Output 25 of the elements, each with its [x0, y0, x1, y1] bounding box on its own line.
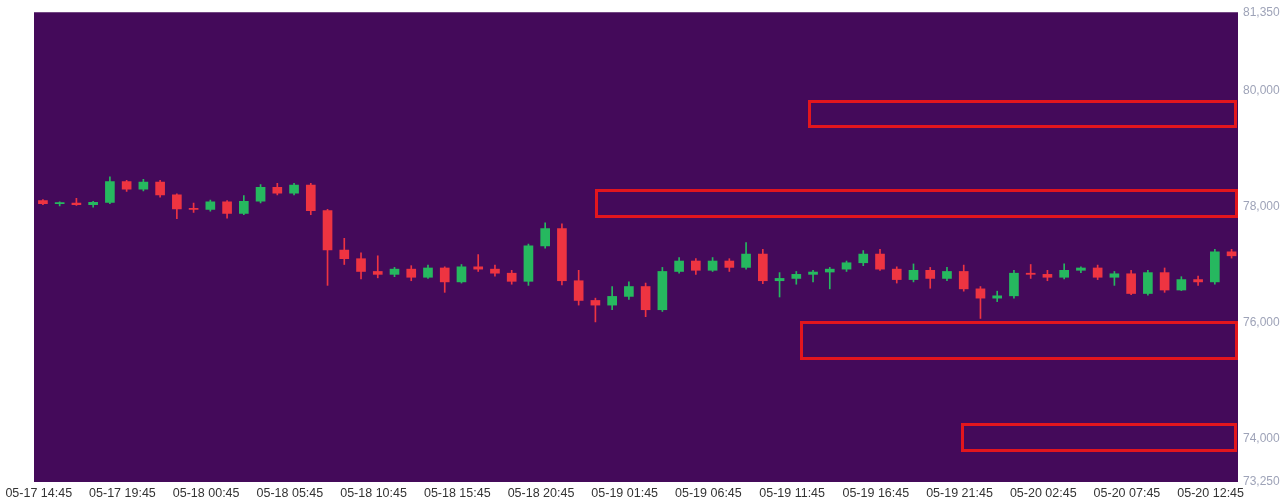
x-tick-label: 05-18 00:45: [172, 485, 240, 500]
x-tick-label: 05-17 14:45: [5, 485, 73, 500]
candlestick: [808, 269, 818, 283]
x-tick-label: 05-18 10:45: [340, 485, 407, 500]
y-tick-label: 81,350: [1243, 4, 1280, 19]
x-tick-label: 05-20 12:45: [1177, 485, 1245, 500]
y-tick-label: 73,250: [1243, 474, 1280, 489]
x-tick-label: 05-19 16:45: [842, 485, 910, 500]
x-tick-label: 05-19 11:45: [759, 485, 826, 500]
x-tick-label: 05-19 01:45: [591, 485, 659, 500]
x-tick-label: 05-18 20:45: [507, 485, 575, 500]
y-tick-label: 76,000: [1243, 314, 1280, 329]
x-tick-label: 05-17 19:45: [89, 485, 156, 500]
y-tick-label: 74,000: [1243, 430, 1280, 445]
x-tick-label: 05-20 02:45: [1009, 485, 1077, 500]
x-tick-label: 05-20 07:45: [1093, 485, 1161, 500]
x-tick-label: 05-18 15:45: [423, 485, 491, 500]
x-tick-label: 05-19 21:45: [926, 485, 993, 500]
y-tick-label: 78,000: [1243, 198, 1280, 213]
x-tick-label: 05-18 05:45: [256, 485, 324, 500]
x-tick-label: 05-19 06:45: [675, 485, 742, 500]
candlestick: [473, 254, 484, 272]
candlestick: [1025, 264, 1036, 279]
y-tick-label: 80,000: [1243, 82, 1280, 97]
candlestick: [372, 255, 383, 279]
